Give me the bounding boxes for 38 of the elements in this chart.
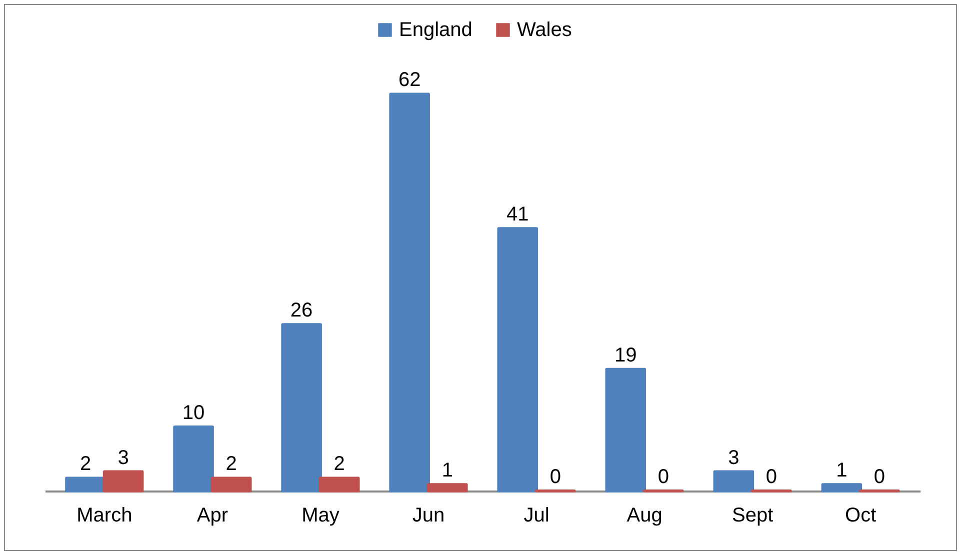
bar [173, 426, 214, 492]
data-label: 2 [334, 453, 345, 476]
x-tick-label: Jun [412, 504, 445, 526]
data-label: 1 [442, 460, 453, 482]
bar [713, 470, 754, 492]
data-label: 0 [550, 466, 561, 488]
data-label: 2 [226, 453, 237, 476]
bar [605, 368, 646, 492]
x-tick-label: May [302, 504, 340, 526]
bar [65, 476, 106, 492]
data-label: 1 [836, 460, 848, 482]
bar [497, 227, 538, 492]
data-label: 2 [80, 453, 92, 476]
legend-label: England [399, 19, 472, 41]
data-label: 0 [766, 466, 778, 488]
data-label: 41 [506, 204, 529, 226]
bar [426, 483, 468, 492]
bar [318, 476, 360, 492]
data-label: 0 [874, 466, 886, 488]
x-tick-label: Apr [196, 504, 228, 526]
bar [821, 483, 862, 492]
data-label: 19 [614, 344, 637, 366]
data-label: 26 [290, 300, 313, 322]
data-label: 0 [658, 466, 670, 488]
legend-label: Wales [517, 19, 572, 41]
x-tick-label: Jul [524, 504, 550, 526]
data-label: 10 [182, 402, 205, 424]
bar [102, 470, 144, 492]
bar [281, 323, 322, 492]
x-tick-label: Oct [845, 504, 877, 526]
data-label: 3 [118, 446, 129, 469]
x-tick-label: March [76, 504, 132, 526]
bar [389, 92, 430, 492]
x-tick-label: Sept [732, 504, 774, 526]
data-label: 3 [728, 446, 740, 469]
bar [210, 476, 252, 492]
x-tick-label: Aug [626, 504, 662, 526]
data-label: 62 [398, 69, 421, 92]
